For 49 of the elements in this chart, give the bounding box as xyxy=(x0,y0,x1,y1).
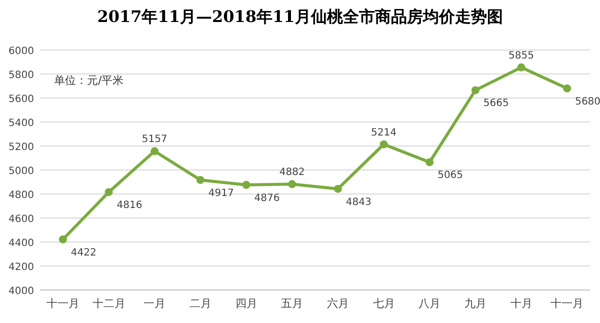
data-label: 5680 xyxy=(575,96,600,108)
data-label: 4422 xyxy=(70,247,96,258)
point xyxy=(196,176,204,184)
data-label: 5214 xyxy=(371,127,396,138)
y-tick-label: 4800 xyxy=(8,190,34,201)
point xyxy=(563,84,572,92)
y-tick-label: 5600 xyxy=(8,94,34,105)
point xyxy=(380,140,388,148)
y-tick-label: 4400 xyxy=(8,238,34,249)
x-tick-label: 一月 xyxy=(144,297,166,310)
data-label: 4876 xyxy=(254,192,280,204)
data-label: 4816 xyxy=(116,200,142,212)
point xyxy=(471,86,480,94)
point xyxy=(334,184,342,193)
data-label: 4917 xyxy=(208,188,234,199)
y-tick-label: 5400 xyxy=(8,118,34,129)
x-tick-label: 十月 xyxy=(510,297,532,310)
point xyxy=(150,147,159,156)
annotation: 单位：元/平米 xyxy=(54,74,124,87)
data-label: 4882 xyxy=(279,167,305,178)
y-tick-label: 5800 xyxy=(8,70,34,81)
data-label: 5065 xyxy=(438,170,464,182)
y-tick-label: 6000 xyxy=(8,46,34,57)
point xyxy=(58,235,67,244)
point xyxy=(104,188,113,196)
y-tick-label: 4000 xyxy=(8,286,34,297)
y-tick-label: 4200 xyxy=(8,262,34,273)
x-tick-label: 二月 xyxy=(189,297,212,310)
x-tick-label: 九月 xyxy=(464,297,486,310)
point xyxy=(242,180,250,189)
data-label: 5855 xyxy=(508,50,534,62)
point xyxy=(517,63,526,72)
x-tick-label: 八月 xyxy=(418,297,441,310)
point xyxy=(426,158,434,166)
y-tick-label: 4600 xyxy=(8,214,34,225)
data-label: 4843 xyxy=(346,196,372,208)
y-tick-label: 5000 xyxy=(8,166,34,177)
x-tick-label: 四月 xyxy=(235,297,258,310)
x-tick-label: 七月 xyxy=(372,297,395,310)
x-tick-label: 十一月 xyxy=(46,297,80,310)
data-label: 5157 xyxy=(142,134,168,146)
x-tick-label: 十二月 xyxy=(92,297,126,310)
data-label: 5665 xyxy=(483,98,509,110)
x-tick-label: 十一月 xyxy=(550,297,584,310)
x-tick-label: 六月 xyxy=(326,297,349,310)
x-tick-label: 五月 xyxy=(281,297,304,310)
chart-title: 2017年11月—2018年11月仙桃全市商品房均价走势图 xyxy=(97,7,503,26)
y-tick-label: 5200 xyxy=(8,142,34,153)
point xyxy=(288,180,296,188)
